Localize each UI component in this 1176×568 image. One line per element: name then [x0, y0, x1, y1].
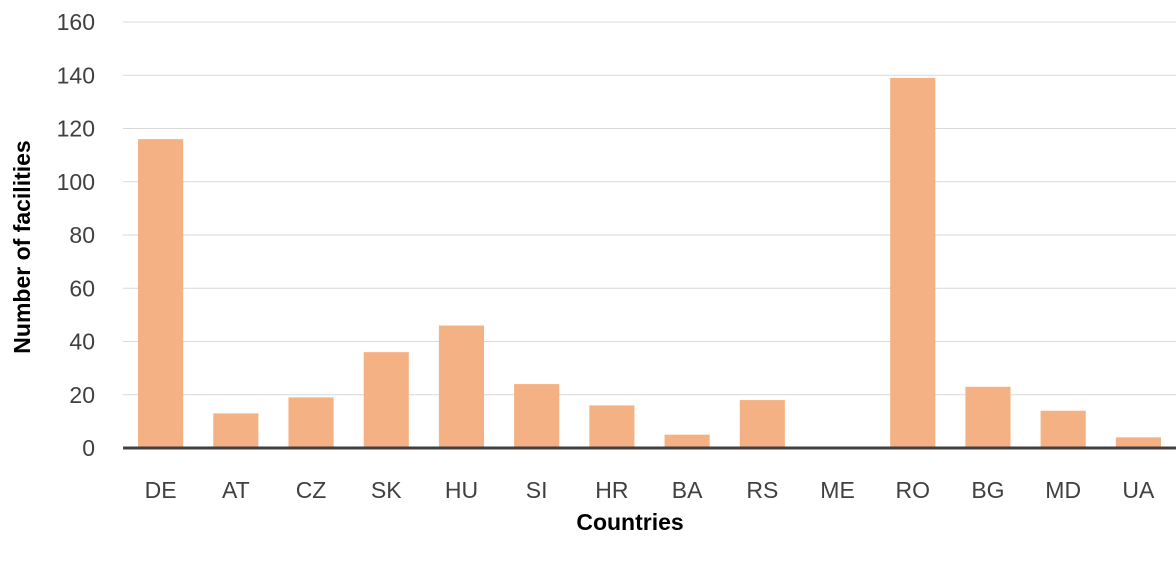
x-tick-label: CZ: [296, 477, 327, 503]
y-tick-label: 60: [69, 275, 95, 301]
bar-ua: [1115, 437, 1161, 448]
bar-md: [1040, 410, 1086, 448]
x-tick-label: UA: [1122, 477, 1155, 503]
bar-sk: [363, 352, 409, 448]
bar-hr: [589, 405, 635, 448]
y-tick-label: 120: [57, 116, 95, 142]
y-tick-labels: 0 20 40 60 80 100 120 140 160: [57, 9, 95, 461]
bar-de: [138, 139, 184, 448]
y-tick-label: 0: [82, 435, 95, 461]
x-tick-label: BA: [672, 477, 703, 503]
y-tick-label: 80: [69, 222, 95, 248]
x-tick-label: RS: [746, 477, 778, 503]
x-tick-label: MD: [1045, 477, 1081, 503]
x-tick-label: AT: [222, 477, 250, 503]
y-tick-label: 40: [69, 329, 95, 355]
bar-cz: [288, 397, 334, 448]
y-tick-label: 20: [69, 382, 95, 408]
bar-ba: [664, 434, 710, 448]
bar-si: [514, 384, 560, 448]
bar-hu: [438, 325, 485, 448]
x-axis-title: Countries: [576, 509, 683, 535]
y-axis-title: Number of facilities: [9, 140, 35, 353]
bar-at: [213, 413, 259, 448]
y-tick-label: 100: [57, 169, 95, 195]
y-tick-label: 140: [57, 62, 95, 88]
x-tick-label: SI: [526, 477, 548, 503]
x-tick-label: BG: [971, 477, 1004, 503]
x-tick-labels: DE AT CZ SK HU SI HR BA RS ME RO BG MD UA: [145, 477, 1155, 503]
x-tick-label: HR: [595, 477, 628, 503]
x-tick-label: ME: [820, 477, 855, 503]
bar-rs: [739, 400, 785, 448]
x-tick-label: HU: [445, 477, 478, 503]
bar-bg: [965, 386, 1011, 448]
gridlines: [123, 21, 1176, 396]
bars: [138, 77, 1161, 448]
x-tick-label: SK: [371, 477, 402, 503]
bar-ro: [890, 77, 936, 448]
y-tick-label: 160: [57, 9, 95, 35]
x-tick-label: DE: [145, 477, 177, 503]
x-tick-label: RO: [896, 477, 931, 503]
